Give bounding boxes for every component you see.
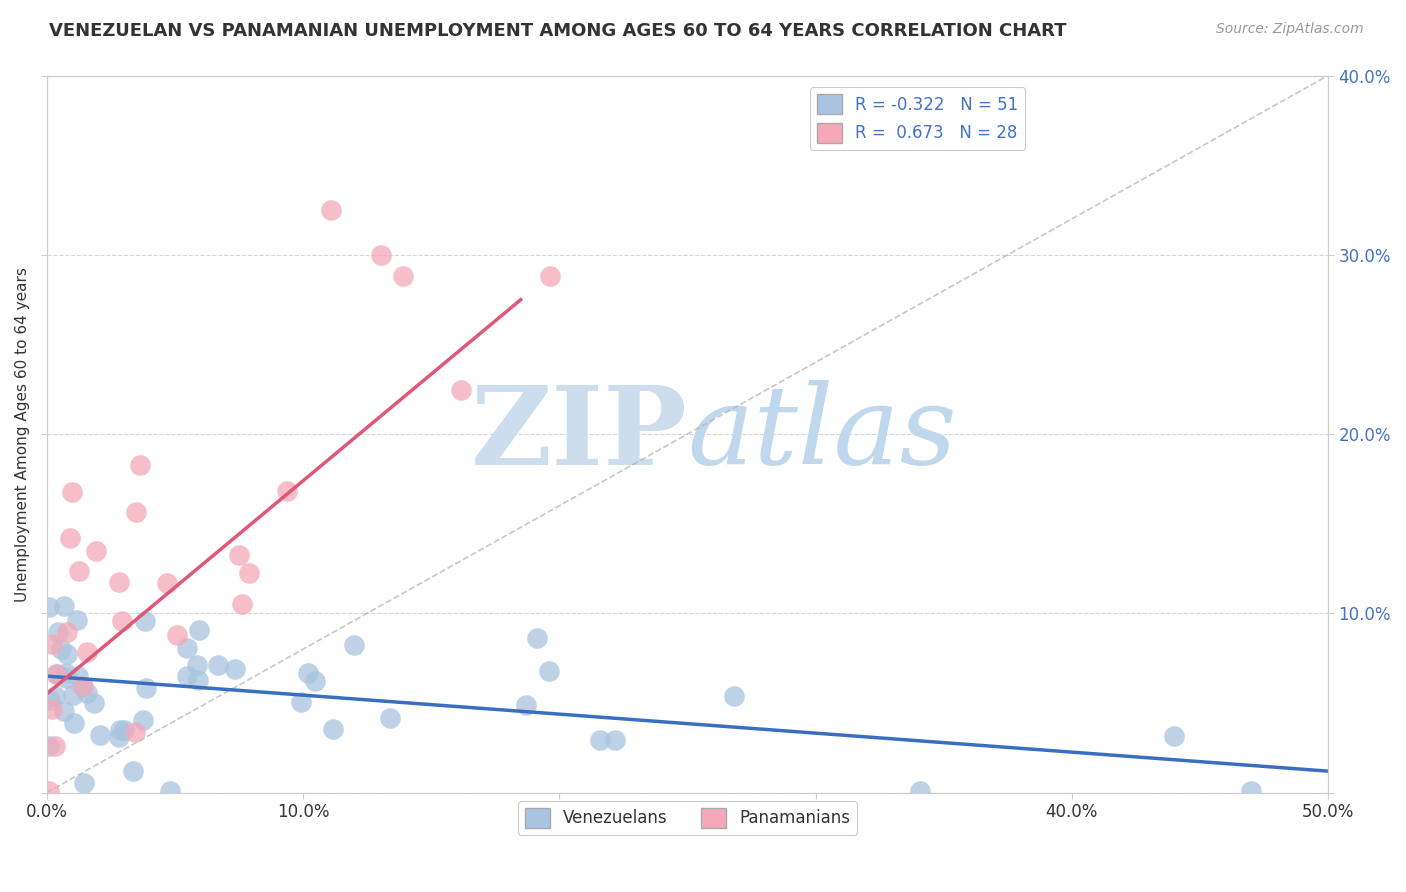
Point bbox=[450, 383, 472, 397]
Point bbox=[52, 599, 75, 613]
Y-axis label: Unemployment Among Ages 60 to 64 years: Unemployment Among Ages 60 to 64 years bbox=[15, 267, 30, 601]
Point bbox=[41, 702, 63, 716]
Point bbox=[124, 725, 146, 739]
Point bbox=[38, 600, 60, 615]
Point bbox=[231, 597, 253, 611]
Point bbox=[228, 548, 250, 562]
Point bbox=[188, 623, 211, 637]
Point bbox=[66, 613, 89, 627]
Point bbox=[107, 730, 129, 744]
Point bbox=[224, 662, 246, 676]
Point bbox=[38, 784, 60, 798]
Point bbox=[378, 711, 401, 725]
Point bbox=[44, 739, 66, 753]
Legend: Venezuelans, Panamanians: Venezuelans, Panamanians bbox=[517, 801, 856, 835]
Point bbox=[538, 269, 561, 284]
Point bbox=[38, 693, 60, 707]
Point bbox=[1163, 729, 1185, 743]
Point bbox=[110, 723, 132, 738]
Point bbox=[89, 728, 111, 742]
Point bbox=[84, 544, 107, 558]
Point bbox=[44, 689, 66, 703]
Point bbox=[46, 625, 69, 640]
Point bbox=[238, 566, 260, 580]
Point bbox=[304, 673, 326, 688]
Point bbox=[72, 679, 94, 693]
Text: Source: ZipAtlas.com: Source: ZipAtlas.com bbox=[1216, 22, 1364, 37]
Point bbox=[343, 638, 366, 652]
Text: atlas: atlas bbox=[688, 380, 957, 488]
Point bbox=[159, 784, 181, 798]
Point bbox=[76, 645, 98, 659]
Point bbox=[319, 202, 342, 217]
Point bbox=[515, 698, 537, 713]
Point bbox=[111, 614, 134, 628]
Point bbox=[125, 505, 148, 519]
Point bbox=[605, 732, 627, 747]
Point bbox=[53, 704, 76, 718]
Point bbox=[297, 666, 319, 681]
Point bbox=[588, 733, 610, 747]
Point bbox=[155, 575, 177, 590]
Point bbox=[60, 484, 83, 499]
Point bbox=[73, 775, 96, 789]
Point bbox=[1240, 784, 1263, 798]
Point bbox=[537, 664, 560, 678]
Point bbox=[290, 695, 312, 709]
Point bbox=[62, 688, 84, 702]
Point bbox=[63, 715, 86, 730]
Point bbox=[132, 714, 155, 728]
Point bbox=[908, 784, 931, 798]
Point bbox=[46, 666, 69, 681]
Point bbox=[723, 690, 745, 704]
Point bbox=[66, 669, 89, 683]
Point bbox=[370, 248, 392, 262]
Point bbox=[108, 575, 131, 590]
Point bbox=[55, 671, 77, 685]
Point bbox=[67, 564, 90, 578]
Point bbox=[51, 641, 73, 656]
Text: ZIP: ZIP bbox=[471, 381, 688, 488]
Point bbox=[526, 632, 548, 646]
Point bbox=[134, 614, 156, 628]
Point bbox=[207, 658, 229, 673]
Point bbox=[135, 681, 157, 696]
Point bbox=[392, 269, 415, 284]
Point bbox=[44, 667, 66, 681]
Point bbox=[83, 696, 105, 710]
Point bbox=[112, 723, 135, 737]
Point bbox=[70, 679, 93, 693]
Point bbox=[176, 668, 198, 682]
Point bbox=[38, 739, 60, 753]
Point bbox=[56, 647, 79, 661]
Point bbox=[186, 658, 208, 673]
Point bbox=[55, 665, 77, 680]
Point bbox=[166, 628, 188, 642]
Point bbox=[129, 458, 152, 473]
Point bbox=[187, 673, 209, 688]
Point bbox=[322, 722, 344, 736]
Point bbox=[76, 685, 98, 699]
Point bbox=[59, 531, 82, 545]
Point bbox=[176, 641, 198, 656]
Point bbox=[122, 764, 145, 779]
Text: VENEZUELAN VS PANAMANIAN UNEMPLOYMENT AMONG AGES 60 TO 64 YEARS CORRELATION CHAR: VENEZUELAN VS PANAMANIAN UNEMPLOYMENT AM… bbox=[49, 22, 1067, 40]
Point bbox=[41, 636, 63, 650]
Point bbox=[276, 484, 298, 499]
Point bbox=[56, 625, 79, 640]
